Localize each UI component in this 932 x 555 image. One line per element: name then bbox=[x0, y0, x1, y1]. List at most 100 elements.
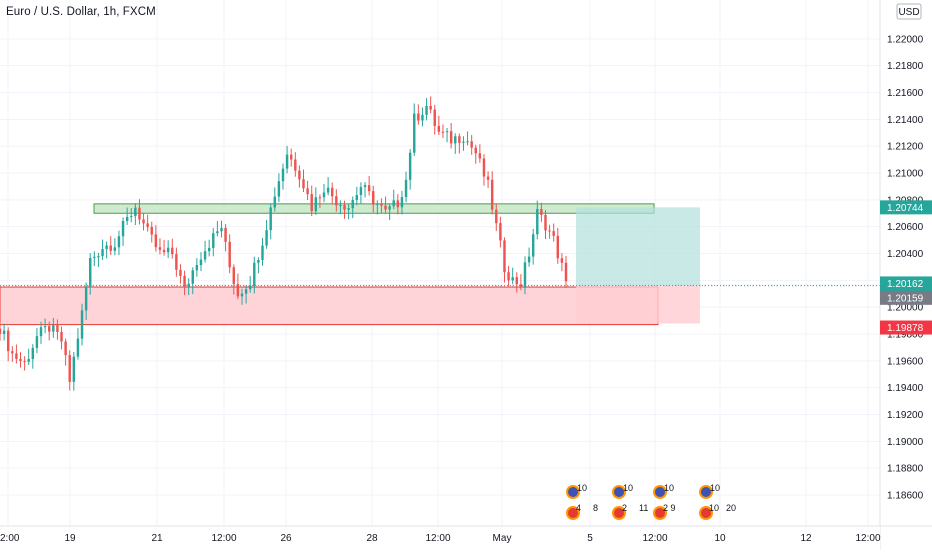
candle-body bbox=[315, 197, 317, 211]
candle-body bbox=[56, 325, 58, 332]
last-price-tag: 1.20162 bbox=[887, 279, 924, 290]
candle-body bbox=[32, 348, 34, 359]
candle-body bbox=[417, 114, 419, 121]
candle-body bbox=[544, 215, 546, 231]
candle-body bbox=[450, 131, 452, 143]
candle-body bbox=[475, 148, 477, 154]
position-tool[interactable] bbox=[576, 207, 700, 323]
candle-body bbox=[179, 270, 181, 276]
candle-body bbox=[60, 332, 62, 341]
candle-body bbox=[192, 270, 194, 283]
candle-body bbox=[557, 236, 559, 258]
candle-body bbox=[503, 240, 505, 272]
candle-body bbox=[446, 131, 448, 132]
candle-body bbox=[81, 310, 83, 338]
stop-loss-tag: 1.19878 bbox=[887, 323, 924, 334]
candle-body bbox=[507, 272, 509, 280]
candle-body bbox=[274, 197, 276, 208]
candle-body bbox=[23, 361, 25, 362]
event-count-bottom: 4 bbox=[576, 503, 581, 513]
time-tick-label: 19 bbox=[64, 533, 76, 544]
price-tick-label: 1.18800 bbox=[887, 464, 924, 475]
candle-body bbox=[384, 206, 386, 210]
candle-body bbox=[257, 260, 259, 263]
time-tick-label: 26 bbox=[280, 533, 292, 544]
candle-body bbox=[48, 326, 50, 331]
candle-body bbox=[134, 208, 136, 216]
candle-body bbox=[200, 260, 202, 265]
price-tick-label: 1.18600 bbox=[887, 491, 924, 502]
candle-body bbox=[331, 188, 333, 197]
candle-body bbox=[44, 326, 46, 327]
candle-body bbox=[388, 206, 390, 209]
candle-body bbox=[364, 185, 366, 187]
candle-body bbox=[405, 180, 407, 197]
entry-price-tag: 1.20159 bbox=[887, 293, 924, 304]
candle-body bbox=[565, 263, 567, 282]
candle-body bbox=[167, 248, 169, 253]
candle-body bbox=[171, 248, 173, 254]
price-tick-label: 1.19400 bbox=[887, 383, 924, 394]
price-axis[interactable]: USD1.220001.218001.216001.214001.212001.… bbox=[880, 0, 932, 550]
candle-body bbox=[269, 207, 271, 230]
candle-body bbox=[73, 357, 75, 382]
candle-body bbox=[69, 355, 71, 382]
candle-body bbox=[228, 242, 230, 267]
time-tick-label: 28 bbox=[366, 533, 378, 544]
price-tick-label: 1.21600 bbox=[887, 88, 924, 99]
candle-body bbox=[253, 263, 255, 286]
support-zone bbox=[0, 287, 658, 325]
time-tick-label: 12:00 bbox=[425, 533, 450, 544]
candle-body bbox=[454, 136, 456, 143]
candle-body bbox=[146, 223, 148, 227]
candle-body bbox=[561, 258, 563, 263]
candle-body bbox=[114, 247, 116, 251]
candle-body bbox=[487, 177, 489, 180]
price-tick-label: 1.19600 bbox=[887, 356, 924, 367]
candle-body bbox=[548, 230, 550, 231]
candle-body bbox=[130, 216, 132, 217]
event-count-top: 10 bbox=[577, 483, 587, 493]
candle-body bbox=[118, 236, 120, 247]
event-count-top: 10 bbox=[664, 483, 674, 493]
candle-body bbox=[302, 179, 304, 188]
candle-body bbox=[352, 200, 354, 208]
candle-body bbox=[159, 247, 161, 250]
price-tick-label: 1.21200 bbox=[887, 142, 924, 153]
candle-body bbox=[196, 265, 198, 270]
candle-body bbox=[7, 331, 9, 352]
time-tick-label: 12:00 bbox=[642, 533, 667, 544]
event-count-extra: 11 bbox=[639, 503, 648, 513]
candle-body bbox=[27, 359, 29, 362]
candle-body bbox=[294, 159, 296, 170]
candle-body bbox=[540, 209, 542, 215]
event-marker[interactable]: 102 9 bbox=[653, 483, 676, 520]
candle-body bbox=[93, 257, 95, 258]
candle-body bbox=[376, 204, 378, 205]
candle-body bbox=[241, 294, 243, 297]
candle-body bbox=[343, 205, 345, 210]
candle-body bbox=[233, 267, 235, 284]
candle-body bbox=[491, 180, 493, 210]
candle-body bbox=[151, 227, 153, 235]
candle-body bbox=[175, 254, 177, 270]
candle-body bbox=[212, 233, 214, 248]
candle-body bbox=[466, 141, 468, 142]
candle-body bbox=[126, 217, 128, 221]
resistance-zone bbox=[94, 204, 654, 213]
candle-body bbox=[97, 256, 99, 257]
candle-body bbox=[470, 141, 472, 147]
candle-body bbox=[393, 200, 395, 206]
candle-body bbox=[89, 258, 91, 286]
candle-body bbox=[306, 188, 308, 194]
candle-body bbox=[19, 359, 21, 361]
candle-body bbox=[360, 187, 362, 195]
candle-body bbox=[105, 246, 107, 250]
